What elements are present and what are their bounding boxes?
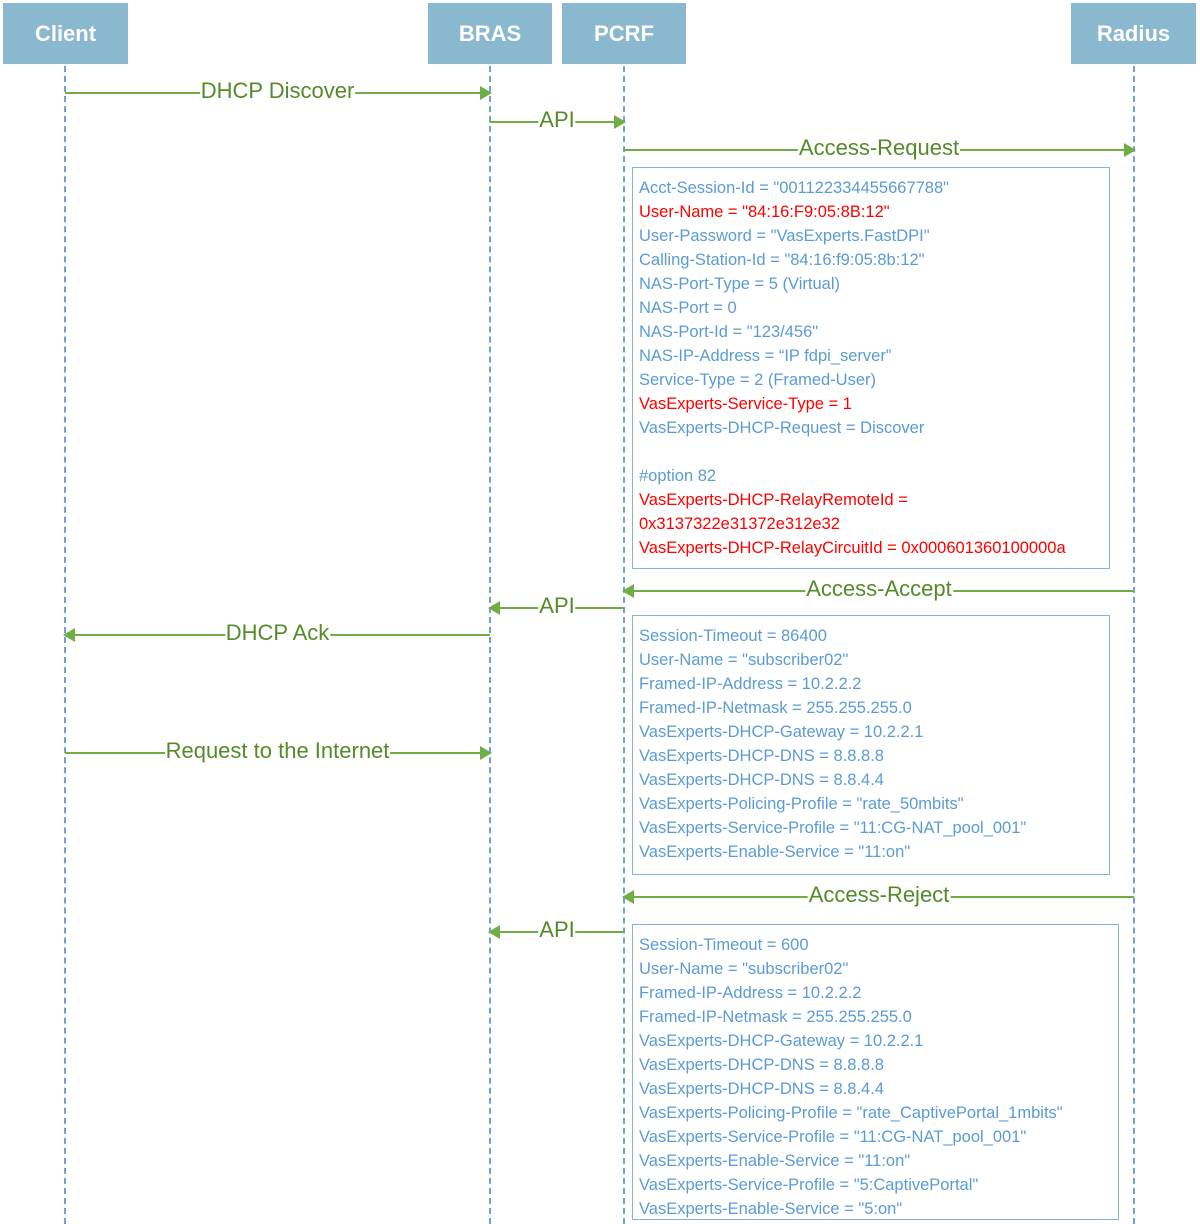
attribute-line: User-Password = "VasExperts.FastDPI" (639, 227, 930, 245)
attribute-line: VasExperts-Service-Profile = "5:CaptiveP… (639, 1176, 979, 1194)
message-label: Access-Reject (807, 882, 951, 908)
message-arrow-access-accept: Access-Accept (622, 576, 1134, 602)
lifeline-pcrf (623, 66, 625, 1224)
message-arrow-dhcp-ack: DHCP Ack (63, 620, 490, 646)
message-label: DHCP Ack (224, 620, 331, 646)
message-label: DHCP Discover (199, 78, 356, 104)
attribute-line: VasExperts-Policing-Profile = "rate_50mb… (639, 795, 964, 813)
attribute-line: Framed-IP-Netmask = 255.255.255.0 (639, 699, 912, 717)
arrowhead-icon (480, 746, 492, 760)
attribute-line: User-Name = "subscriber02" (639, 651, 849, 669)
lifeline-client (64, 66, 66, 1224)
access-request-attributes-box: Acct-Session-Id = "001122334455667788" Us… (632, 167, 1110, 569)
arrowhead-icon (488, 925, 500, 939)
arrowhead-icon (63, 628, 75, 642)
message-label: Access-Accept (805, 576, 953, 602)
message-label: API (538, 917, 576, 943)
attribute-line: Session-Timeout = 600 (639, 936, 809, 954)
arrowhead-icon (622, 890, 634, 904)
message-arrow-access-request: Access-Request (624, 135, 1136, 161)
attribute-line: VasExperts-DHCP-DNS = 8.8.4.4 (639, 1080, 884, 1098)
attribute-line: VasExperts-Service-Type = 1 (639, 395, 852, 413)
attribute-line: #option 82 (639, 467, 717, 485)
attribute-line: VasExperts-Enable-Service = "5:on" (639, 1200, 903, 1218)
attribute-line: VasExperts-Service-Profile = "11:CG-NAT_… (639, 1128, 1027, 1146)
arrowhead-icon (480, 86, 492, 100)
attribute-line: NAS-Port-Type = 5 (Virtual) (639, 275, 840, 293)
attribute-line: Framed-IP-Address = 10.2.2.2 (639, 984, 862, 1002)
message-label: Access-Request (797, 135, 961, 161)
attribute-line: NAS-Port = 0 (639, 299, 737, 317)
actor-bras: BRAS (428, 3, 552, 64)
attribute-line: Session-Timeout = 86400 (639, 627, 827, 645)
attribute-line: VasExperts-DHCP-Request = Discover (639, 419, 925, 437)
attribute-line: Acct-Session-Id = "001122334455667788" (639, 179, 950, 197)
attribute-line: VasExperts-DHCP-DNS = 8.8.4.4 (639, 771, 884, 789)
attribute-line: NAS-IP-Address = “IP fdpi_server” (639, 347, 892, 365)
actor-client: Client (3, 3, 128, 64)
attribute-line: VasExperts-Service-Profile = "11:CG-NAT_… (639, 819, 1027, 837)
access-reject-attributes-box: Session-Timeout = 600 User-Name = "subscr… (632, 924, 1119, 1220)
message-arrow-access-reject: Access-Reject (622, 882, 1134, 908)
attribute-line: VasExperts-DHCP-RelayCircuitId = 0x00060… (639, 539, 1066, 557)
attribute-line: VasExperts-DHCP-DNS = 8.8.8.8 (639, 1056, 884, 1074)
lifeline-bras (489, 66, 491, 1224)
access-accept-attributes-box: Session-Timeout = 86400 User-Name = "subs… (632, 615, 1110, 875)
message-arrow-dhcp-discover: DHCP Discover (65, 78, 492, 104)
attribute-line: VasExperts-Enable-Service = "11:on" (639, 1152, 911, 1170)
attribute-line (639, 440, 1109, 464)
attribute-line: Framed-IP-Address = 10.2.2.2 (639, 675, 862, 693)
message-arrow-request-to-the-internet: Request to the Internet (65, 738, 492, 764)
actor-pcrf: PCRF (562, 3, 686, 64)
attribute-line: User-Name = "84:16:F9:05:8B:12" (639, 203, 890, 221)
attribute-line: NAS-Port-Id = "123/456" (639, 323, 819, 341)
attribute-line: VasExperts-DHCP-Gateway = 10.2.2.1 (639, 723, 924, 741)
attribute-line: VasExperts-DHCP-DNS = 8.8.8.8 (639, 747, 884, 765)
attribute-line: User-Name = "subscriber02" (639, 960, 849, 978)
arrowhead-icon (622, 584, 634, 598)
lifeline-radius (1133, 66, 1135, 1224)
attribute-line: Calling-Station-Id = "84:16:f9:05:8b:12" (639, 251, 925, 269)
attribute-line: 0x3137322e31372e312e32 (639, 515, 840, 533)
message-label: Request to the Internet (164, 738, 391, 764)
message-arrow-api: API (490, 107, 626, 133)
arrowhead-icon (1124, 143, 1136, 157)
message-arrow-api: API (488, 593, 624, 619)
attribute-line: VasExperts-Policing-Profile = "rate_Capt… (639, 1104, 1063, 1122)
message-arrow-api: API (488, 917, 624, 943)
attribute-line: VasExperts-DHCP-RelayRemoteId = (639, 491, 908, 509)
arrowhead-icon (614, 115, 626, 129)
actor-radius: Radius (1071, 3, 1196, 64)
attribute-line: Service-Type = 2 (Framed-User) (639, 371, 877, 389)
attribute-line: VasExperts-DHCP-Gateway = 10.2.2.1 (639, 1032, 924, 1050)
arrowhead-icon (488, 601, 500, 615)
message-label: API (538, 107, 576, 133)
attribute-line: Framed-IP-Netmask = 255.255.255.0 (639, 1008, 912, 1026)
message-label: API (538, 593, 576, 619)
attribute-line: VasExperts-Enable-Service = "11:on" (639, 843, 911, 861)
